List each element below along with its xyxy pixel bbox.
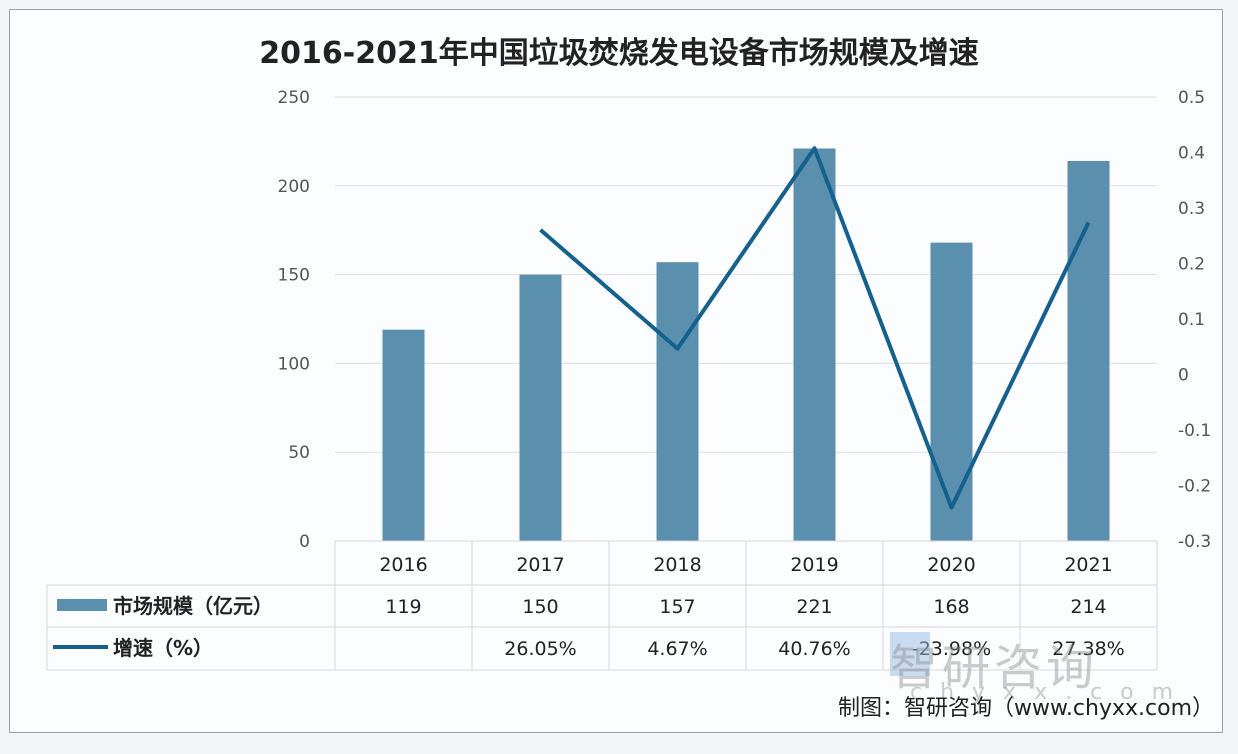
right-axis-tick: 0 — [1178, 366, 1189, 386]
left-axis-tick: 150 — [278, 266, 310, 286]
table-header-year: 2018 — [653, 554, 701, 576]
table-cell: 214 — [1070, 596, 1106, 618]
table-header-year: 2016 — [379, 554, 427, 576]
right-axis-tick: 0.5 — [1178, 88, 1205, 108]
table-cell: 27.38% — [1052, 638, 1124, 660]
table-cell: 168 — [933, 596, 969, 618]
watermark-url: chyxx.com — [910, 680, 1192, 705]
table-cell: 40.76% — [778, 638, 850, 660]
table-header-year: 2017 — [516, 554, 564, 576]
right-axis-tick: 0.1 — [1178, 310, 1205, 330]
watermark-text: 智研咨询 — [890, 640, 1099, 696]
left-axis-tick: 250 — [278, 88, 310, 108]
table-cell: 119 — [385, 596, 421, 618]
chart-frame — [9, 9, 1223, 733]
right-axis-tick: 0.4 — [1178, 144, 1205, 164]
right-axis-tick: -0.2 — [1178, 477, 1211, 497]
bar-2016 — [382, 329, 425, 541]
bar-2020 — [930, 242, 973, 541]
right-axis-tick: -0.1 — [1178, 421, 1211, 441]
chart-title: 2016-2021年中国垃圾焚烧发电设备市场规模及增速 — [259, 36, 979, 71]
source-credit: 制图：智研咨询（www.chyxx.com） — [837, 696, 1214, 721]
table-cell: 4.67% — [647, 638, 707, 660]
left-axis-tick: 100 — [278, 354, 310, 374]
table-header-year: 2020 — [927, 554, 975, 576]
watermark-logo-icon — [890, 632, 930, 676]
left-axis-tick: 0 — [299, 532, 310, 552]
table-header-year: 2019 — [790, 554, 838, 576]
left-axis-tick: 200 — [278, 177, 310, 197]
bar-2017 — [519, 274, 562, 541]
table-cell: 150 — [522, 596, 558, 618]
right-axis-tick: -0.3 — [1178, 532, 1211, 552]
legend-label: 市场规模（亿元） — [113, 594, 273, 618]
legend-label: 增速（%） — [113, 636, 213, 660]
table-cell: 221 — [796, 596, 832, 618]
bar-2018 — [656, 262, 699, 541]
table-cell: 26.05% — [504, 638, 576, 660]
table-cell: -23.98% — [912, 638, 991, 660]
table-cell: 157 — [659, 596, 695, 618]
right-axis-tick: 0.3 — [1178, 199, 1205, 219]
left-axis-tick: 50 — [288, 443, 310, 463]
table-header-year: 2021 — [1064, 554, 1112, 576]
legend-bar-swatch-icon — [57, 599, 107, 611]
bar-2019 — [793, 148, 836, 541]
bar-2021 — [1067, 160, 1110, 541]
right-axis-tick: 0.2 — [1178, 255, 1205, 275]
